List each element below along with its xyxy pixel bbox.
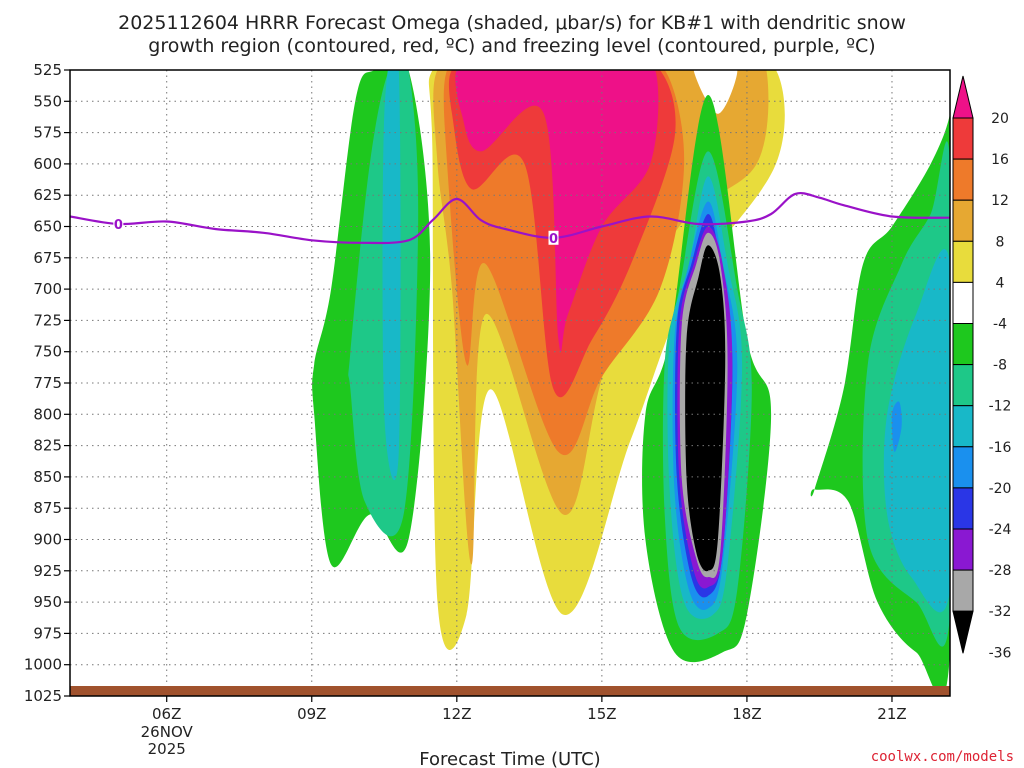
y-tick-label: 575 [33, 124, 62, 142]
y-tick-label: 550 [33, 92, 62, 110]
colorbar-label: -4 [993, 317, 1007, 333]
omega-field-magenta-center [455, 70, 659, 353]
colorbar-swatch [952, 528, 974, 571]
credit-text: coolwx.com/models [871, 749, 1014, 765]
omega-shading [312, 70, 950, 696]
y-tick-label: 725 [33, 311, 62, 329]
colorbar-label: -16 [989, 440, 1012, 456]
colorbar-label: -32 [989, 604, 1012, 620]
y-tick-label: 1000 [24, 656, 62, 674]
freezing-level-label: 0 [114, 218, 123, 233]
x-tick-label: 21Z [877, 705, 906, 723]
y-tick-label: 975 [33, 624, 62, 642]
y-tick-label: 950 [33, 593, 62, 611]
x-tick-year: 2025 [148, 740, 186, 758]
y-tick-label: 525 [33, 61, 62, 79]
chart-title-line1: 2025112604 HRRR Forecast Omega (shaded, … [118, 12, 906, 34]
colorbar-label: -24 [989, 522, 1012, 538]
freezing-level-label: 0 [549, 232, 558, 247]
x-tick-label: 06Z [152, 705, 181, 723]
freezing-level-line [70, 191, 950, 245]
colorbar-swatch [952, 487, 974, 530]
colorbar-label: -12 [989, 399, 1012, 415]
omega-field-dodgerblue-far-east [891, 401, 902, 453]
colorbar-swatch [952, 446, 974, 489]
colorbar-label: -28 [989, 563, 1012, 579]
pressure-axis: 525 550 575 600 625 650 675 700 725 750 775 800 825 8… [24, 61, 70, 705]
omega-field-black-core [685, 245, 726, 572]
colorbar-swatch [952, 364, 974, 407]
colorbar-label: 16 [991, 152, 1009, 168]
colorbar-label: 4 [996, 275, 1005, 291]
gridlines [70, 70, 950, 696]
y-tick-label: 925 [33, 562, 62, 580]
y-tick-label: 900 [33, 531, 62, 549]
colorbar-swatch [952, 199, 974, 242]
colorbar-swatch [952, 405, 974, 448]
freezing-level-label-bg [548, 230, 559, 245]
chart-title-line2: growth region (contoured, red, ºC) and f… [148, 35, 875, 57]
terrain-ground [70, 686, 950, 696]
y-tick-label: 675 [33, 249, 62, 267]
colorbar-swatch [952, 117, 974, 160]
omega-field-white-ne [693, 70, 738, 114]
x-tick-date: 26NOV [141, 723, 194, 741]
y-tick-label: 850 [33, 468, 62, 486]
y-tick-label: 1025 [24, 687, 62, 705]
x-tick-label: 09Z [297, 705, 326, 723]
colorbar-swatch [952, 323, 974, 366]
x-axis-label: Forecast Time (UTC) [419, 749, 600, 768]
colorbar-label: -8 [993, 358, 1007, 374]
y-tick-label: 800 [33, 405, 62, 423]
colorbar-label: 12 [991, 193, 1009, 209]
colorbar-top-arrow [952, 75, 974, 119]
omega-field-teal-far-east [883, 248, 950, 613]
colorbar-swatch [952, 240, 974, 283]
colorbar-label: -20 [989, 481, 1012, 497]
omega-field-teal-west [382, 70, 401, 480]
freezing-level-contour: 00 [70, 191, 950, 247]
plot-area: 00 [69, 69, 951, 697]
colorbar-swatch [952, 569, 974, 612]
colorbar-swatch [952, 281, 974, 324]
x-tick-label: 12Z [442, 705, 471, 723]
y-tick-label: 750 [33, 343, 62, 361]
colorbar-swatch [952, 158, 974, 201]
y-tick-label: 650 [33, 218, 62, 236]
colorbar-label: 8 [996, 234, 1005, 250]
x-tick-label: 18Z [732, 705, 761, 723]
omega-colorbar: 20 16 12 8 4 -4 -8 -12 -16 -20 -24 -28 -32 -36 [952, 75, 1012, 661]
y-tick-label: 775 [33, 374, 62, 392]
y-tick-label: 700 [33, 280, 62, 298]
freezing-level-label-bg [113, 216, 124, 231]
y-tick-label: 625 [33, 186, 62, 204]
colorbar-bottom-arrow [952, 610, 974, 654]
colorbar-label: -36 [989, 645, 1012, 661]
y-tick-label: 825 [33, 437, 62, 455]
x-tick-label: 15Z [587, 705, 616, 723]
colorbar-label: 20 [991, 111, 1009, 127]
y-tick-label: 875 [33, 499, 62, 517]
y-tick-label: 600 [33, 155, 62, 173]
